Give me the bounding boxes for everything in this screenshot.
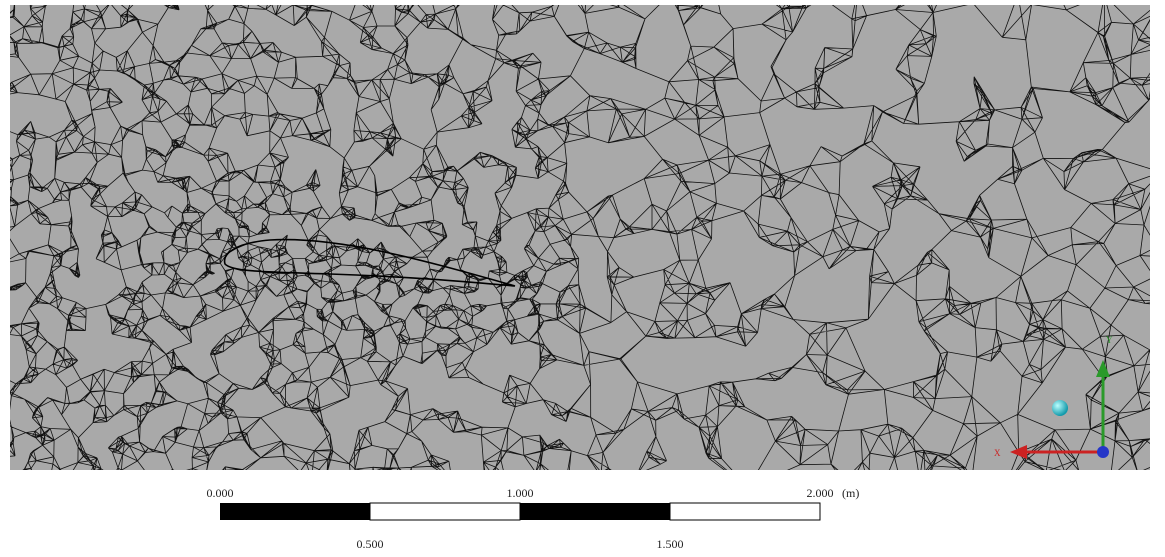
x-axis-label: X <box>994 448 1001 458</box>
y-axis-label: Y <box>1106 335 1113 345</box>
scale-segment <box>670 503 820 520</box>
scale-label: 1.500 <box>657 537 684 551</box>
scale-segment <box>220 503 370 520</box>
scale-label: 0.500 <box>357 537 384 551</box>
scale-label: 0.000 <box>207 486 234 500</box>
scale-segment <box>520 503 670 520</box>
viewport: Y X 0.000 1.000 2.000 (m) 0.500 1.500 <box>0 0 1165 552</box>
z-axis-dot <box>1097 446 1109 458</box>
scale-segment <box>370 503 520 520</box>
scale-label: 2.000 <box>807 486 834 500</box>
scale-unit: (m) <box>842 486 859 500</box>
scale-label: 1.000 <box>507 486 534 500</box>
triad-sphere <box>1052 400 1068 416</box>
